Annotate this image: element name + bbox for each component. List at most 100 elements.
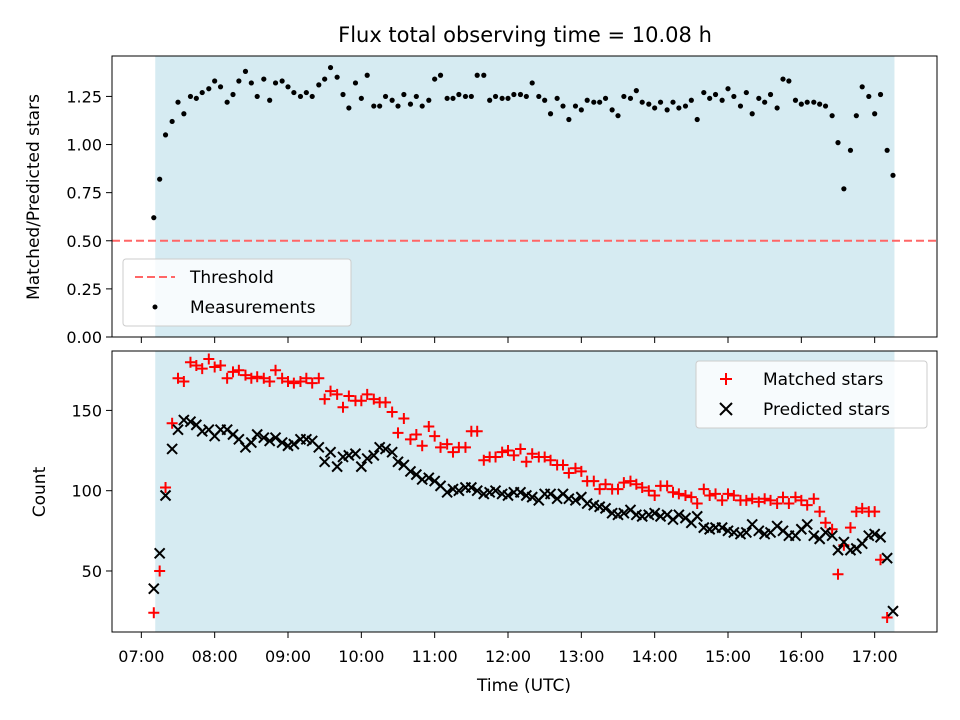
- top-legend: Threshold Measurements: [122, 258, 352, 327]
- matched-star-point: [245, 372, 257, 384]
- matched-star-point: [771, 498, 783, 510]
- predicted-star-point: [355, 460, 368, 473]
- predicted-star-point: [379, 443, 392, 455]
- matched-star-point: [325, 385, 337, 397]
- matched-star-point: [410, 428, 422, 440]
- matched-star-point: [667, 486, 679, 498]
- measurement-point: [792, 97, 799, 103]
- legend-threshold-label: Threshold: [189, 268, 274, 288]
- predicted-star-point: [318, 456, 331, 468]
- matched-star-point: [545, 454, 557, 466]
- measurement-point: [193, 95, 199, 101]
- predicted-star-point: [441, 486, 453, 499]
- predicted-star-point: [416, 473, 428, 486]
- measurement-point: [358, 95, 364, 101]
- x-tick-label: 08:00: [192, 647, 238, 666]
- predicted-star-point: [599, 502, 612, 515]
- measurement-point: [217, 84, 224, 90]
- x-tick-label: 15:00: [705, 647, 751, 666]
- matched-star-point: [258, 372, 270, 384]
- measurement-point: [437, 72, 444, 78]
- y-tick-label: 150: [71, 401, 102, 420]
- measurement-point: [822, 103, 829, 109]
- matched-star-point: [337, 401, 349, 413]
- measurement-point: [175, 99, 181, 105]
- matched-star-point: [630, 478, 642, 490]
- matched-star-point: [685, 491, 697, 503]
- y-tick-label: 0.75: [66, 184, 102, 203]
- measurement-point: [517, 91, 524, 98]
- matched-star-point: [869, 506, 881, 518]
- matched-star-point: [331, 388, 343, 400]
- matched-star-point: [343, 390, 355, 402]
- measurement-point: [212, 78, 218, 84]
- matched-star-point: [618, 477, 630, 489]
- x-tick-label: 17:00: [852, 647, 898, 666]
- x-tick-label: 14:00: [632, 647, 678, 666]
- measurement-point: [572, 103, 579, 109]
- predicted-star-point: [392, 456, 404, 468]
- matched-star-point: [392, 427, 404, 439]
- matched-star-point: [691, 498, 703, 510]
- measurement-point: [346, 105, 352, 111]
- measurement-point: [413, 93, 419, 100]
- measurement-point: [657, 99, 664, 105]
- measurement-point: [737, 103, 744, 109]
- predicted-star-point: [453, 484, 465, 497]
- legend-matched-swatch: [720, 373, 732, 385]
- x-tick-label: 11:00: [412, 647, 458, 666]
- matched-star-point: [856, 502, 868, 514]
- measurement-point: [389, 97, 395, 103]
- measurement-point: [872, 111, 878, 117]
- measurement-point: [841, 186, 847, 192]
- predicted-star-point: [368, 449, 380, 462]
- measurement-point: [450, 95, 456, 101]
- matched-star-point: [600, 478, 612, 490]
- matched-star-point: [569, 462, 581, 474]
- measurement-point: [352, 80, 359, 86]
- predicted-star-point: [276, 436, 288, 449]
- bottom-y-axis-label: Count: [30, 466, 50, 517]
- predicted-star-point: [740, 526, 753, 539]
- measurement-point: [297, 93, 304, 100]
- measurement-point: [560, 103, 566, 109]
- matched-star-point: [282, 376, 294, 388]
- measurement-point: [267, 97, 273, 103]
- matched-star-point: [361, 388, 373, 400]
- predicted-star-point: [178, 414, 190, 426]
- matched-star-point: [801, 499, 813, 511]
- predicted-star-point: [153, 547, 166, 560]
- predicted-star-point: [245, 436, 258, 449]
- predicted-star-point: [465, 481, 478, 494]
- measurement-point: [688, 97, 694, 103]
- bottom-legend-box: [695, 360, 928, 429]
- y-tick-label: 1.25: [66, 87, 102, 106]
- measurement-point: [426, 97, 432, 103]
- measurement-point: [743, 89, 749, 96]
- measurement-point: [419, 103, 425, 109]
- predicted-star-point: [563, 493, 575, 505]
- matched-star-point: [368, 393, 380, 405]
- y-tick-label: 1.00: [66, 136, 102, 155]
- matched-star-point: [783, 498, 795, 510]
- measurement-point: [762, 99, 768, 105]
- matched-star-point: [441, 438, 453, 450]
- matched-star-point: [728, 490, 740, 502]
- matched-points: [148, 354, 893, 624]
- bottom-legend: Matched stars Predicted stars: [695, 360, 928, 429]
- measurement-point: [847, 147, 854, 153]
- predicted-star-point: [654, 510, 667, 523]
- predicted-star-point: [569, 494, 582, 507]
- predicted-star-point: [826, 529, 838, 542]
- x-tick-label: 10:00: [338, 647, 384, 666]
- measurement-point: [481, 72, 487, 78]
- matched-star-point: [429, 430, 441, 442]
- matched-star-point: [300, 372, 312, 384]
- matched-star-point: [557, 459, 569, 471]
- matched-star-point: [496, 446, 508, 458]
- top-axes-frame: [111, 55, 938, 338]
- matched-star-point: [716, 494, 728, 506]
- predicted-star-point: [324, 446, 337, 458]
- x-axis-label: Time (UTC): [476, 676, 571, 696]
- predicted-star-point: [159, 489, 172, 502]
